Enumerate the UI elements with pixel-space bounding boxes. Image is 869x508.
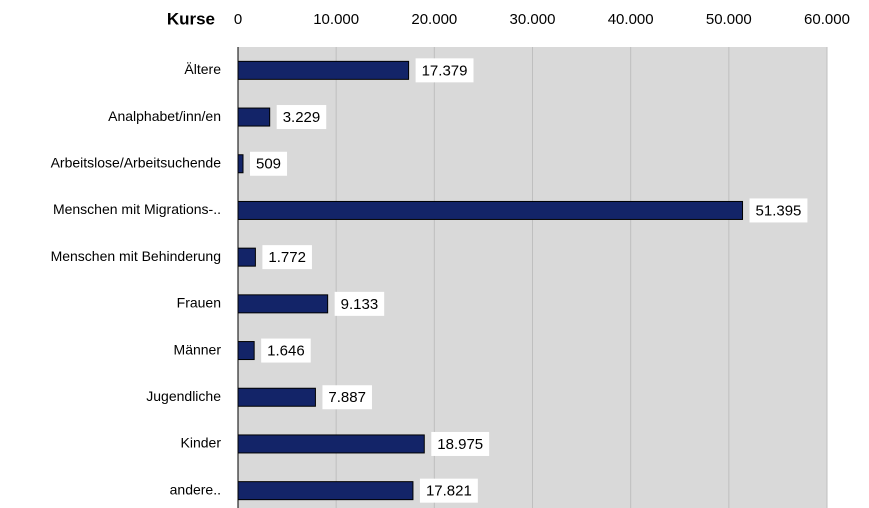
- y-tick-label: Jugendliche: [146, 388, 221, 404]
- bar: [237, 294, 329, 314]
- y-tick-label: Analphabet/inn/en: [108, 108, 221, 124]
- data-label: 51.395: [756, 202, 802, 219]
- y-tick-label: andere..: [170, 481, 221, 497]
- x-tick-label: 60.000: [804, 11, 850, 28]
- data-label: 9.133: [341, 296, 379, 313]
- data-label: 18.975: [437, 436, 483, 453]
- data-label: 17.379: [422, 62, 468, 79]
- data-label-box: [322, 385, 372, 410]
- data-label-box: [419, 478, 478, 503]
- x-tick-label: 40.000: [608, 11, 654, 28]
- chart-title: Kurse: [167, 9, 215, 28]
- y-tick-label: Männer: [174, 341, 222, 357]
- bar: [237, 387, 316, 407]
- y-tick-label: Menschen mit Behinderung: [51, 248, 221, 264]
- x-tick-label: 30.000: [510, 11, 556, 28]
- data-label-box: [249, 151, 288, 176]
- data-label-box: [261, 338, 311, 363]
- data-label-box: [262, 245, 312, 270]
- bar: [237, 434, 425, 454]
- data-label: 1.646: [267, 343, 305, 360]
- y-tick-label: Arbeitslose/Arbeitsuchende: [51, 154, 222, 170]
- data-label: 17.821: [426, 483, 472, 500]
- bar: [237, 341, 255, 361]
- data-label-box: [334, 291, 385, 316]
- bar: [237, 481, 414, 501]
- data-label: 509: [256, 156, 281, 173]
- bar: [237, 60, 410, 80]
- y-tick-label: Kinder: [181, 435, 222, 451]
- x-tick-label: 20.000: [411, 11, 457, 28]
- bar: [237, 247, 256, 267]
- y-tick-label: Ältere: [184, 61, 221, 77]
- x-tick-label: 10.000: [313, 11, 359, 28]
- data-label: 7.887: [328, 389, 366, 406]
- data-label-box: [431, 431, 490, 456]
- data-label: 3.229: [283, 109, 321, 126]
- x-tick-label: 0: [234, 11, 242, 28]
- y-tick-label: Menschen mit Migrations-..: [53, 201, 221, 217]
- x-tick-label: 50.000: [706, 11, 752, 28]
- bar: [237, 154, 244, 174]
- data-label: 1.772: [268, 249, 306, 266]
- data-label-box: [749, 198, 808, 223]
- data-label-box: [415, 58, 474, 83]
- y-tick-label: Frauen: [177, 295, 221, 311]
- data-label-box: [276, 105, 327, 130]
- bar: [237, 107, 271, 127]
- bar: [237, 200, 744, 220]
